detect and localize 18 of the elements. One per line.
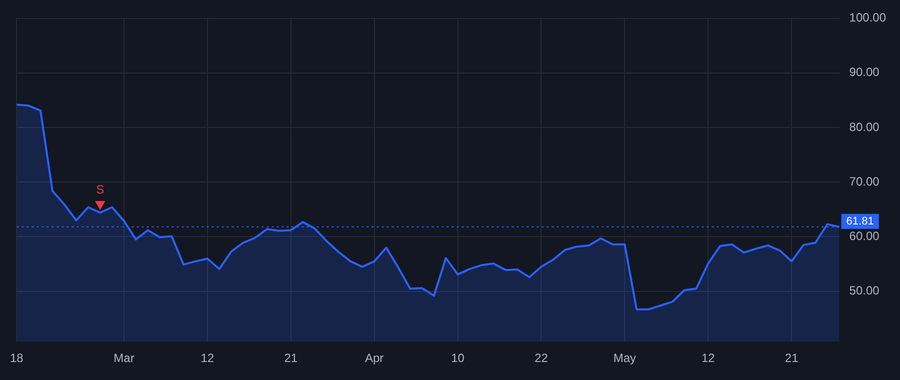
x-tick-label: 12	[200, 351, 214, 366]
x-tick-label: 10	[451, 351, 465, 366]
x-tick-label: 21	[284, 351, 298, 366]
x-tick-label: 12	[701, 351, 716, 366]
series-label: S	[96, 182, 104, 196]
y-tick-label: 80.00	[849, 120, 880, 134]
y-tick-label: 50.00	[849, 284, 880, 298]
y-tick-label: 70.00	[849, 174, 880, 188]
y-tick-label: 90.00	[849, 65, 880, 80]
x-tick-label: May	[613, 351, 636, 366]
ref-line-label: 61.81	[846, 215, 874, 228]
x-tick-label: Mar	[114, 351, 134, 366]
y-tick-label: 100.00	[849, 10, 886, 25]
y-tick-label: 60.00	[849, 229, 880, 244]
x-tick-label: 21	[784, 351, 799, 366]
x-tick-label: Apr	[364, 351, 384, 366]
x-tick-label: 22	[534, 351, 548, 366]
x-tick-label: 18	[10, 351, 24, 366]
